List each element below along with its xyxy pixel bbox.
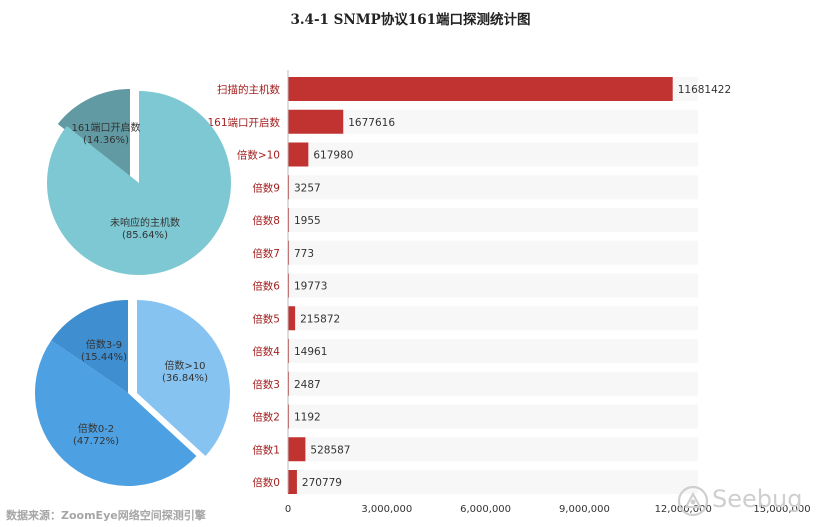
pie1-slice-label: 161端口开启数: [71, 121, 140, 134]
pie1-slice-label: (85.64%): [122, 230, 168, 241]
category-label: 倍数2: [252, 411, 280, 424]
watermark-text: Seebug: [712, 485, 803, 513]
bar-11: [288, 437, 306, 462]
bar-background-row: [288, 339, 698, 363]
x-tick-label: 0: [285, 504, 291, 515]
pie2-slice-label: (15.44%): [81, 352, 127, 363]
category-label: 倍数7: [252, 247, 280, 260]
x-tick-label: 15,000,000: [753, 504, 810, 515]
pie2-slice-label: 倍数>10: [164, 359, 205, 372]
category-label: 倍数9: [252, 181, 280, 194]
data-label: 14961: [294, 346, 327, 358]
data-label: 1677616: [348, 117, 395, 129]
pie2-slice-2: [51, 300, 128, 393]
bar-background-row: [288, 240, 698, 265]
pie1-slice-1: [47, 91, 232, 275]
data-label: 617980: [313, 150, 353, 162]
data-label: 11681422: [678, 84, 731, 96]
bar-2: [288, 142, 309, 167]
category-label: 倍数>10: [237, 149, 280, 162]
category-label: 扫描的主机数: [217, 83, 280, 96]
category-label: 倍数8: [252, 214, 280, 227]
bar-background-row: [288, 142, 698, 167]
category-label: 倍数5: [252, 312, 280, 325]
bar-background-row: [288, 175, 698, 200]
category-label: 倍数6: [252, 280, 280, 293]
pie2-slice-0: [137, 300, 231, 456]
bar-background-row: [288, 404, 698, 429]
bar-7: [288, 306, 296, 331]
data-label: 2487: [294, 379, 321, 391]
x-tick-label: 9,000,000: [559, 504, 610, 515]
category-label: 倍数1: [252, 443, 280, 456]
pie1-slice-label: (14.36%): [83, 135, 129, 146]
pie2-slice-label: (36.84%): [162, 373, 208, 384]
pie1-slice-0: [57, 89, 131, 181]
data-label: 3257: [294, 182, 321, 194]
bar-background-row: [288, 273, 698, 298]
category-label: 倍数0: [252, 476, 280, 489]
bar-background-row: [288, 109, 698, 134]
bar-background-row: [288, 470, 698, 494]
data-label: 773: [294, 248, 314, 260]
seebug-watermark: Seebug: [676, 484, 806, 520]
category-label: 161端口开启数: [207, 116, 280, 129]
data-source-note: 数据来源：ZoomEye网络空间探测引擎: [6, 509, 206, 522]
pie2-slice-1: [34, 340, 197, 487]
bar-background-row: [288, 208, 698, 232]
data-label: 215872: [300, 313, 340, 325]
category-label: 倍数3: [252, 378, 280, 391]
bar-0: [288, 77, 673, 101]
data-label: 528587: [310, 444, 350, 456]
pie2-slice-label: 倍数3-9: [86, 338, 122, 351]
x-tick-label: 6,000,000: [460, 504, 511, 515]
bar-background-row: [288, 371, 698, 396]
data-label: 19773: [294, 281, 327, 293]
chart-title: 3.4-1 SNMP协议161端口探测统计图: [290, 12, 531, 28]
bar-background-row: [288, 437, 698, 462]
bar-background-row: [288, 306, 698, 331]
category-label: 倍数4: [252, 345, 280, 358]
pie2-slice-label: (47.72%): [73, 436, 119, 447]
data-label: 1955: [294, 215, 321, 227]
pie2-slice-label: 倍数0-2: [78, 422, 114, 435]
data-label: 1192: [294, 412, 321, 424]
bar-1: [288, 109, 344, 134]
bar-12: [288, 470, 297, 494]
data-label: 270779: [302, 477, 342, 489]
seebug-logo-icon: [677, 485, 709, 517]
pie1-slice-label: 未响应的主机数: [110, 216, 180, 229]
x-tick-label: 3,000,000: [361, 504, 412, 515]
